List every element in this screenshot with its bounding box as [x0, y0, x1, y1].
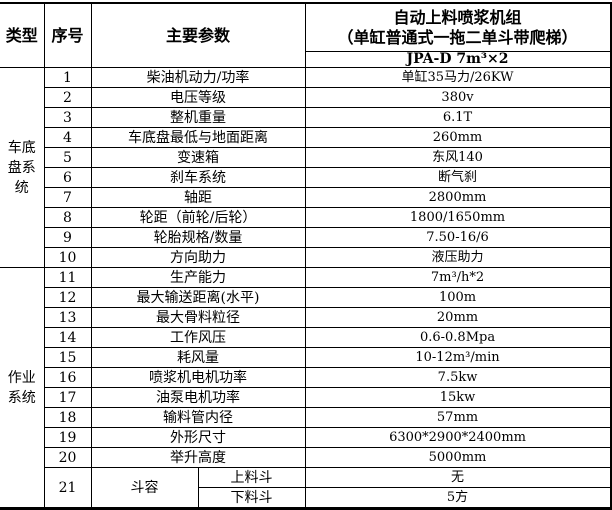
sub-param-name: 下料斗: [197, 487, 306, 509]
row-number: 6: [43, 167, 92, 188]
param-value: 380v: [304, 87, 612, 108]
param-value: 7m³/h*2: [304, 267, 612, 288]
row-number: 20: [43, 447, 92, 468]
table-row: 16 喷浆机电机功率 7.5kw: [0, 367, 612, 388]
param-name: 喷浆机电机功率: [90, 367, 306, 388]
param-name: 最大骨料粒径: [90, 307, 306, 328]
row-number: 17: [43, 387, 92, 408]
param-value: 断气刹: [304, 167, 612, 188]
table-row: 4 车底盘最低与地面距离 260mm: [0, 127, 612, 148]
param-name: 外形尺寸: [90, 427, 306, 448]
param-name: 电压等级: [90, 87, 306, 108]
row-number: 18: [43, 407, 92, 428]
table-row: 12 最大输送距离(水平) 100m: [0, 287, 612, 308]
table-row: 19 外形尺寸 6300*2900*2400mm: [0, 427, 612, 448]
param-name: 斗容: [90, 467, 199, 509]
param-value: 单缸35马力/26KW: [304, 67, 612, 88]
param-name: 轮胎规格/数量: [90, 227, 306, 248]
row-number: 19: [43, 427, 92, 448]
param-name: 车底盘最低与地面距离: [90, 127, 306, 148]
sub-param-name: 上料斗: [197, 467, 306, 488]
row-number: 21: [43, 467, 92, 509]
param-value: 7.5kw: [304, 367, 612, 388]
row-number: 16: [43, 367, 92, 388]
param-name: 最大输送距离(水平): [90, 287, 306, 308]
param-value: 57mm: [304, 407, 612, 428]
table-row: 8 轮距（前轮/后轮） 1800/1650mm: [0, 207, 612, 228]
table-row: 20 举升高度 5000mm: [0, 447, 612, 468]
param-value: 2800mm: [304, 187, 612, 208]
table-row: 2 电压等级 380v: [0, 87, 612, 108]
table-row: 7 轴距 2800mm: [0, 187, 612, 208]
table-row: 作业系统 11 生产能力 7m³/h*2: [0, 267, 612, 509]
product-subtitle: （单缸普通式一拖二单斗带爬梯）: [337, 27, 578, 47]
param-value: 液压助力: [304, 247, 612, 268]
table-row: 3 整机重量 6.1T: [0, 107, 612, 128]
table-row: 15 耗风量 10-12m³/min: [0, 347, 612, 368]
row-number: 13: [43, 307, 92, 328]
param-name: 油泵电机功率: [90, 387, 306, 408]
table-row: 13 最大骨料粒径 20mm: [0, 307, 612, 328]
param-value: 1800/1650mm: [304, 207, 612, 228]
param-value: 260mm: [304, 127, 612, 148]
row-number: 2: [43, 87, 92, 108]
row-number: 11: [43, 267, 92, 288]
header-type: 类型: [0, 2, 45, 68]
header-index: 序号: [43, 2, 92, 68]
param-value: 15kw: [304, 387, 612, 408]
param-name: 刹车系统: [90, 167, 306, 188]
param-value: 6.1T: [304, 107, 612, 128]
param-name: 轮距（前轮/后轮）: [90, 207, 306, 228]
param-value: 10-12m³/min: [304, 347, 612, 368]
param-name: 轴距: [90, 187, 306, 208]
param-name: 柴油机动力/功率: [90, 67, 306, 88]
param-value: 5方: [304, 487, 612, 509]
param-value: 7.50-16/6: [304, 227, 612, 248]
param-value: 6300*2900*2400mm: [304, 427, 612, 448]
row-number: 4: [43, 127, 92, 148]
table-row: 14 工作风压 0.6-0.8Mpa: [0, 327, 612, 348]
table-row: 车底盘系统 1 柴油机动力/功率 单缸35马力/26KW: [0, 67, 612, 268]
table-row: 5 变速箱 东风140: [0, 147, 612, 168]
row-number: 15: [43, 347, 92, 368]
header-product: 自动上料喷浆机组 （单缸普通式一拖二单斗带爬梯）: [304, 2, 612, 52]
row-number: 5: [43, 147, 92, 168]
row-number: 9: [43, 227, 92, 248]
param-value: 100m: [304, 287, 612, 308]
row-number: 14: [43, 327, 92, 348]
table-row: 21 斗容 上料斗无: [0, 467, 612, 509]
param-name: 工作风压: [90, 327, 306, 348]
param-name: 生产能力: [90, 267, 306, 288]
param-name: 整机重量: [90, 107, 306, 128]
row-number: 7: [43, 187, 92, 208]
header-param: 主要参数: [90, 2, 306, 68]
param-value: 0.6-0.8Mpa: [304, 327, 612, 348]
param-name: 举升高度: [90, 447, 306, 468]
row-number: 10: [43, 247, 92, 268]
row-number: 8: [43, 207, 92, 228]
param-name: 变速箱: [90, 147, 306, 168]
param-value: 东风140: [304, 147, 612, 168]
table-row: 18 输料管内径 57mm: [0, 407, 612, 428]
product-title: 自动上料喷浆机组: [393, 7, 522, 27]
row-number: 1: [43, 67, 92, 88]
param-name: 耗风量: [90, 347, 306, 368]
header-model: JPA-D 7m³×2: [304, 51, 612, 68]
param-name: 输料管内径: [90, 407, 306, 428]
row-number: 12: [43, 287, 92, 308]
row-number: 3: [43, 107, 92, 128]
table-row: 17 油泵电机功率 15kw: [0, 387, 612, 408]
header-row: 类型 序号 主要参数 自动上料喷浆机组 （单缸普通式一拖二单斗带爬梯）: [0, 2, 612, 68]
table-row: 10 方向助力 液压助力: [0, 247, 612, 268]
group-type-cell: 车底盘系统: [0, 67, 45, 268]
table-row: 6 刹车系统 断气刹: [0, 167, 612, 188]
param-value: 无: [304, 467, 612, 488]
group-type-cell: 作业系统: [0, 267, 45, 509]
param-name: 方向助力: [90, 247, 306, 268]
param-value: 20mm: [304, 307, 612, 328]
table-row: 9 轮胎规格/数量 7.50-16/6: [0, 227, 612, 248]
param-value: 5000mm: [304, 447, 612, 468]
